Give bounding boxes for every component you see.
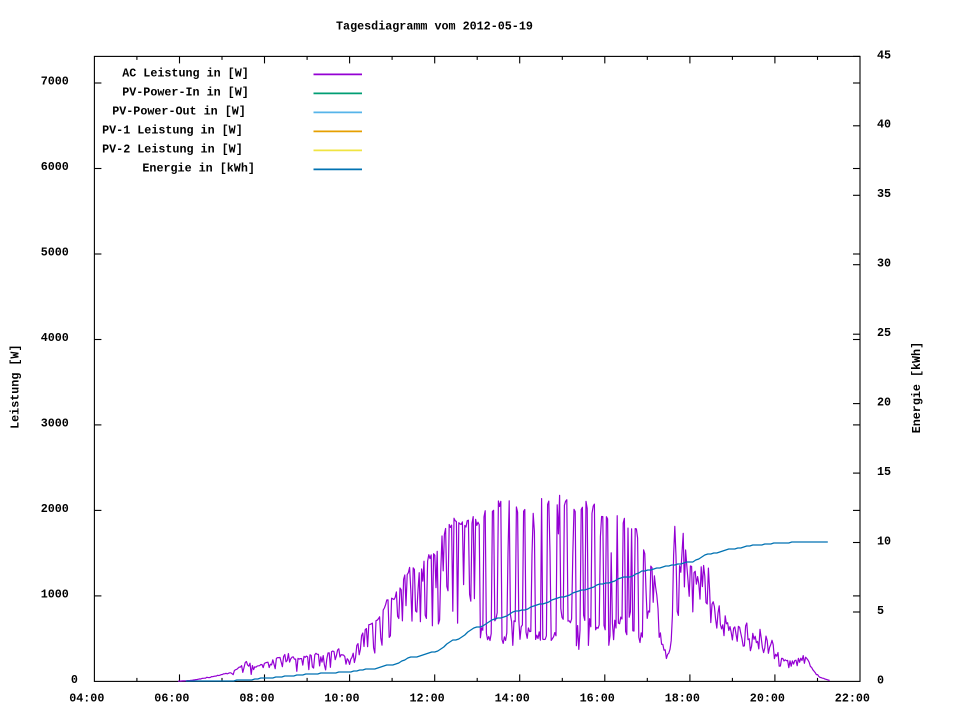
- svg-text:PV-1 Leistung in [W]: PV-1 Leistung in [W]: [102, 123, 243, 137]
- svg-text:40: 40: [877, 118, 891, 132]
- svg-text:5: 5: [877, 604, 884, 618]
- svg-text:15: 15: [877, 465, 891, 479]
- svg-text:14:00: 14:00: [495, 691, 530, 705]
- svg-text:PV-Power-Out in [W]: PV-Power-Out in [W]: [112, 104, 246, 118]
- svg-text:06:00: 06:00: [154, 691, 189, 705]
- svg-text:PV-Power-In in [W]: PV-Power-In in [W]: [122, 85, 249, 99]
- svg-text:18:00: 18:00: [665, 691, 700, 705]
- svg-text:Tagesdiagramm vom 2012-05-19: Tagesdiagramm vom 2012-05-19: [336, 20, 533, 34]
- svg-text:04:00: 04:00: [69, 691, 104, 705]
- svg-text:Leistung [W]: Leistung [W]: [9, 345, 23, 429]
- svg-text:20: 20: [877, 396, 891, 410]
- svg-text:Energie in [kWh]: Energie in [kWh]: [142, 161, 255, 175]
- svg-text:2000: 2000: [41, 502, 69, 516]
- svg-text:7000: 7000: [41, 75, 69, 89]
- svg-text:AC Leistung in [W]: AC Leistung in [W]: [122, 66, 249, 80]
- svg-text:PV-2 Leistung in [W]: PV-2 Leistung in [W]: [102, 142, 243, 156]
- svg-text:08:00: 08:00: [239, 691, 274, 705]
- svg-text:1000: 1000: [41, 588, 69, 602]
- svg-text:12:00: 12:00: [410, 691, 445, 705]
- svg-text:16:00: 16:00: [580, 691, 615, 705]
- svg-text:35: 35: [877, 187, 891, 201]
- svg-text:20:00: 20:00: [750, 691, 785, 705]
- svg-text:6000: 6000: [41, 160, 69, 174]
- svg-text:10:00: 10:00: [324, 691, 359, 705]
- svg-text:3000: 3000: [41, 417, 69, 431]
- svg-text:30: 30: [877, 257, 891, 271]
- svg-text:5000: 5000: [41, 246, 69, 260]
- svg-text:22:00: 22:00: [835, 691, 870, 705]
- svg-text:Energie [kWh]: Energie [kWh]: [910, 342, 924, 433]
- svg-text:0: 0: [71, 673, 78, 687]
- svg-text:10: 10: [877, 534, 891, 548]
- svg-text:0: 0: [877, 673, 884, 687]
- svg-text:45: 45: [877, 48, 891, 62]
- svg-text:4000: 4000: [41, 331, 69, 345]
- svg-text:25: 25: [877, 326, 891, 340]
